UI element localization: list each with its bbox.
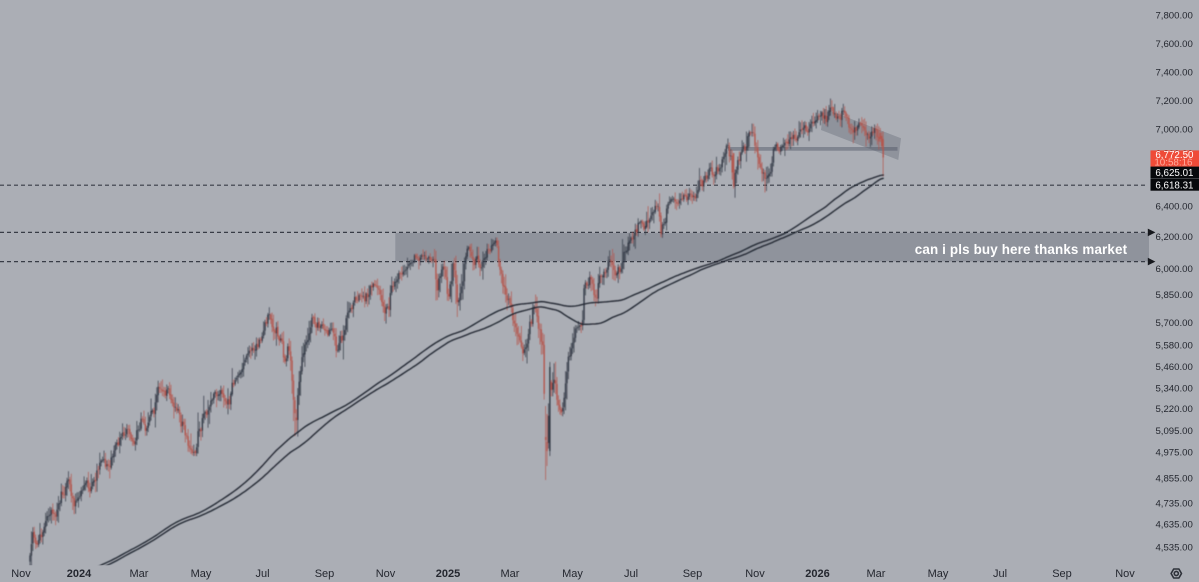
svg-text:Nov: Nov [1115, 568, 1135, 580]
svg-text:6,400.00: 6,400.00 [1155, 201, 1192, 212]
svg-text:7,600.00: 7,600.00 [1155, 39, 1192, 50]
svg-text:May: May [191, 568, 212, 580]
svg-text:4,735.00: 4,735.00 [1155, 499, 1192, 510]
svg-text:2025: 2025 [436, 568, 460, 580]
svg-text:Nov: Nov [376, 568, 396, 580]
svg-text:7,000.00: 7,000.00 [1155, 124, 1192, 135]
svg-text:Jul: Jul [255, 568, 269, 580]
svg-text:10:58:16: 10:58:16 [1154, 158, 1193, 169]
svg-text:7,400.00: 7,400.00 [1155, 67, 1192, 78]
svg-text:5,700.00: 5,700.00 [1155, 318, 1192, 329]
svg-text:Nov: Nov [11, 568, 31, 580]
svg-text:2024: 2024 [67, 568, 92, 580]
svg-text:5,460.00: 5,460.00 [1155, 362, 1192, 373]
svg-text:Sep: Sep [1052, 568, 1072, 580]
svg-text:2026: 2026 [805, 568, 829, 580]
svg-text:Jul: Jul [993, 568, 1007, 580]
svg-text:6,772.50: 6,772.50 [1155, 150, 1194, 161]
svg-text:5,220.00: 5,220.00 [1155, 404, 1192, 415]
svg-text:4,855.00: 4,855.00 [1155, 474, 1192, 485]
svg-text:7,800.00: 7,800.00 [1155, 10, 1192, 21]
svg-text:Sep: Sep [315, 568, 335, 580]
svg-text:6,200.00: 6,200.00 [1155, 232, 1192, 243]
svg-text:6,625.01: 6,625.01 [1155, 168, 1193, 179]
svg-text:6,618.31: 6,618.31 [1155, 181, 1193, 192]
svg-text:5,340.00: 5,340.00 [1155, 383, 1192, 394]
svg-text:4,635.00: 4,635.00 [1155, 519, 1192, 530]
svg-text:7,200.00: 7,200.00 [1155, 96, 1192, 107]
svg-text:6,000.00: 6,000.00 [1155, 264, 1192, 275]
svg-text:Nov: Nov [745, 568, 765, 580]
svg-text:Sep: Sep [683, 568, 703, 580]
svg-text:May: May [928, 568, 949, 580]
svg-text:Mar: Mar [130, 568, 149, 580]
svg-text:can i pls buy here thanks mark: can i pls buy here thanks market [915, 242, 1128, 257]
svg-text:Jul: Jul [624, 568, 638, 580]
svg-text:5,580.00: 5,580.00 [1155, 340, 1192, 351]
svg-text:5,095.00: 5,095.00 [1155, 426, 1192, 437]
svg-text:4,975.00: 4,975.00 [1155, 448, 1192, 459]
svg-text:5,850.00: 5,850.00 [1155, 290, 1192, 301]
svg-text:Mar: Mar [867, 568, 886, 580]
svg-text:4,535.00: 4,535.00 [1155, 543, 1192, 554]
svg-text:May: May [562, 568, 583, 580]
svg-text:Mar: Mar [501, 568, 520, 580]
